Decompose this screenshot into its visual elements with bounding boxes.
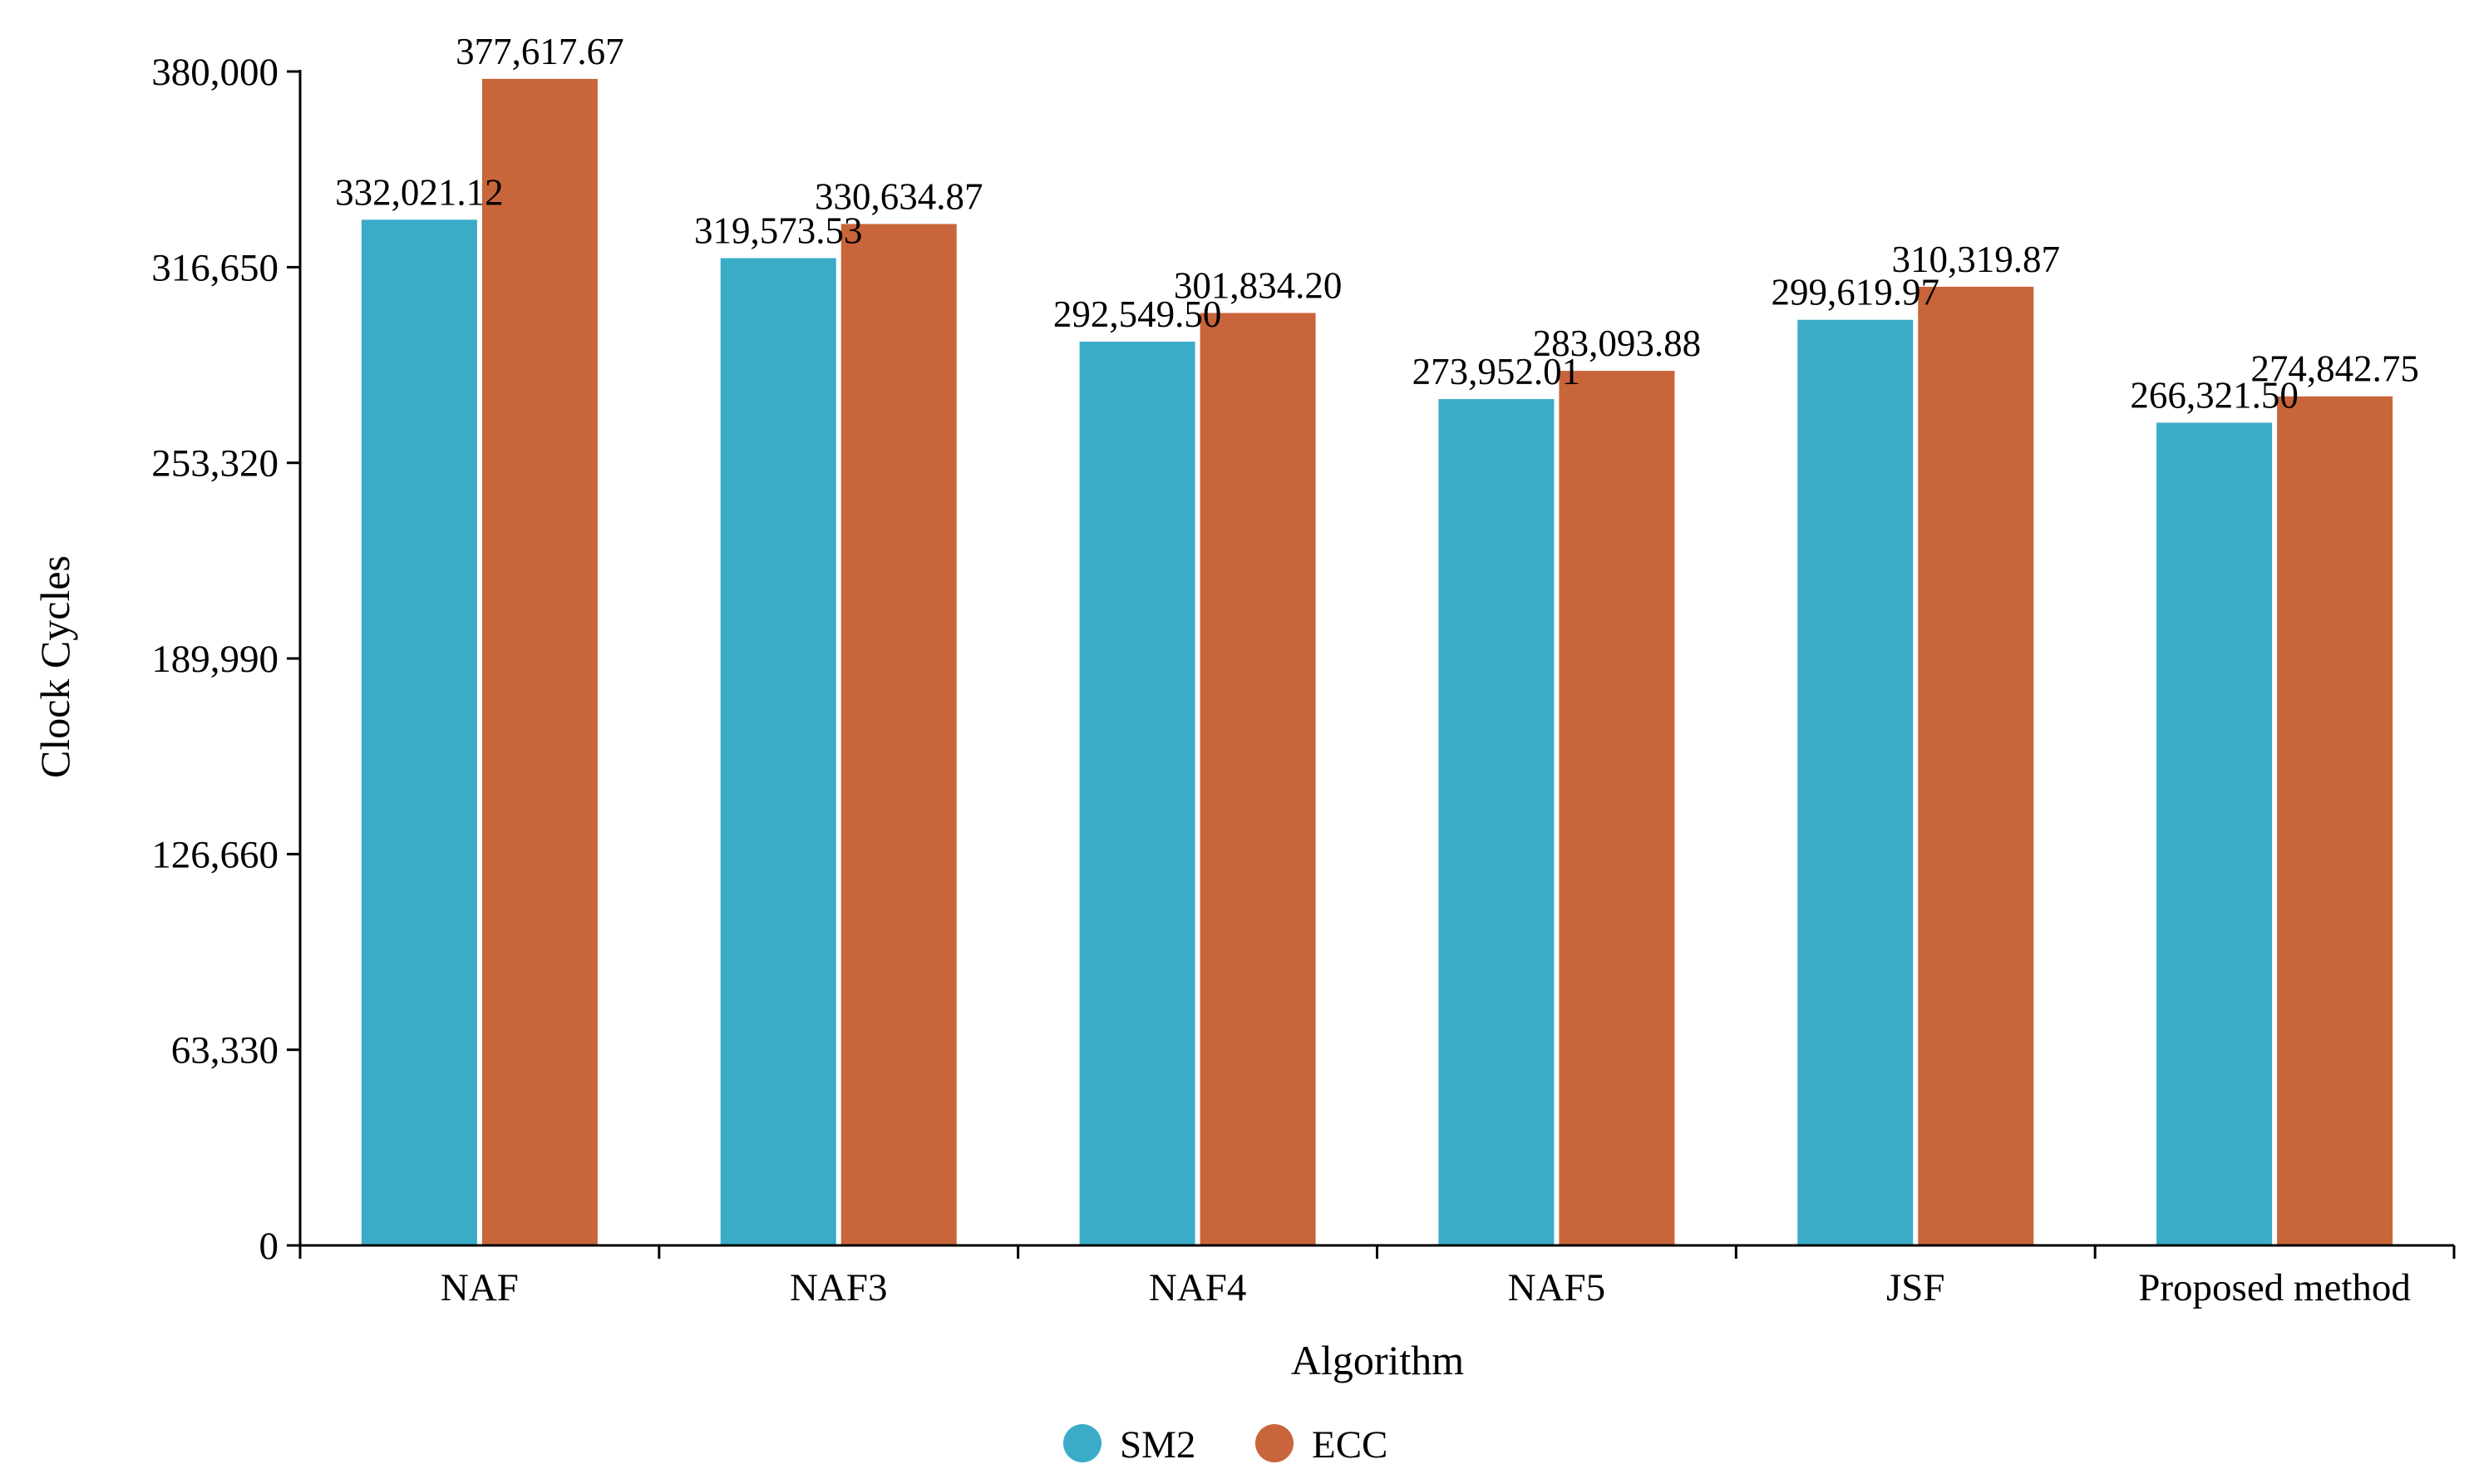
bar-sm2: [720, 258, 836, 1246]
bar-sm2: [1079, 341, 1195, 1246]
bar-ecc: [1559, 371, 1675, 1245]
bar-sm2: [1797, 319, 1914, 1245]
data-label-ecc: 283,093.88: [1533, 323, 1702, 364]
legend-marker-sm2: [1063, 1424, 1101, 1462]
y-tick-label: 126,660: [151, 833, 278, 876]
x-tick-label: NAF5: [1508, 1266, 1606, 1309]
bar-sm2: [1438, 399, 1555, 1245]
bars-layer: [361, 78, 2393, 1246]
y-tick-label: 189,990: [151, 638, 278, 681]
y-tick-label: 316,650: [151, 246, 278, 289]
y-tick-label: 0: [259, 1225, 279, 1268]
y-tick-label: 253,320: [151, 442, 278, 486]
data-label-sm2: 332,021.12: [335, 171, 504, 213]
x-tick-label: Proposed method: [2138, 1266, 2411, 1309]
data-label-ecc: 377,617.67: [456, 31, 624, 72]
data-label-sm2: 266,321.50: [2130, 374, 2299, 416]
legend: SM2 ECC: [1063, 1423, 1387, 1467]
x-tick-label: NAF4: [1149, 1266, 1247, 1309]
legend-marker-ecc: [1255, 1424, 1294, 1462]
x-tick-label: NAF: [441, 1266, 519, 1309]
data-label-ecc: 274,842.75: [2250, 348, 2419, 390]
data-label-sm2: 299,619.97: [1772, 272, 1940, 313]
bar-ecc: [481, 78, 598, 1245]
data-label-sm2: 319,573.53: [694, 210, 863, 252]
x-tick-label: NAF3: [790, 1266, 888, 1309]
data-label-ecc: 310,319.87: [1892, 239, 2061, 280]
y-tick-label: 380,000: [151, 51, 278, 94]
bar-sm2: [361, 219, 477, 1245]
bar-ecc: [1200, 313, 1316, 1246]
data-label-sm2: 292,549.50: [1053, 293, 1222, 335]
x-tick-label: JSF: [1886, 1266, 1945, 1309]
bar-ecc: [840, 224, 957, 1245]
legend-label-sm2: SM2: [1120, 1423, 1195, 1467]
data-label-sm2: 273,952.01: [1412, 351, 1581, 392]
y-ticks-layer: 0 63,330 126,660 189,990 253,320 316,650 380,0…: [151, 51, 300, 1268]
bar-ecc: [1918, 286, 2034, 1245]
y-tick-label: 63,330: [171, 1029, 278, 1072]
x-axis-title: Algorithm: [1291, 1337, 1464, 1383]
x-ticks-layer: NAF NAF3 NAF4 NAF5 JSF Proposed method: [298, 1245, 2456, 1309]
bar-sm2: [2156, 422, 2273, 1245]
axes-layer: [298, 70, 2454, 1247]
data-labels-layer: 332,021.12 377,617.67 319,573.53330,634.87…: [335, 31, 2419, 417]
data-label-ecc: 301,834.20: [1174, 264, 1343, 306]
y-axis-title: Clock Cycles: [32, 555, 78, 778]
legend-label-ecc: ECC: [1312, 1423, 1387, 1467]
bar-ecc: [2277, 396, 2393, 1245]
data-label-ecc: 330,634.87: [815, 175, 983, 217]
